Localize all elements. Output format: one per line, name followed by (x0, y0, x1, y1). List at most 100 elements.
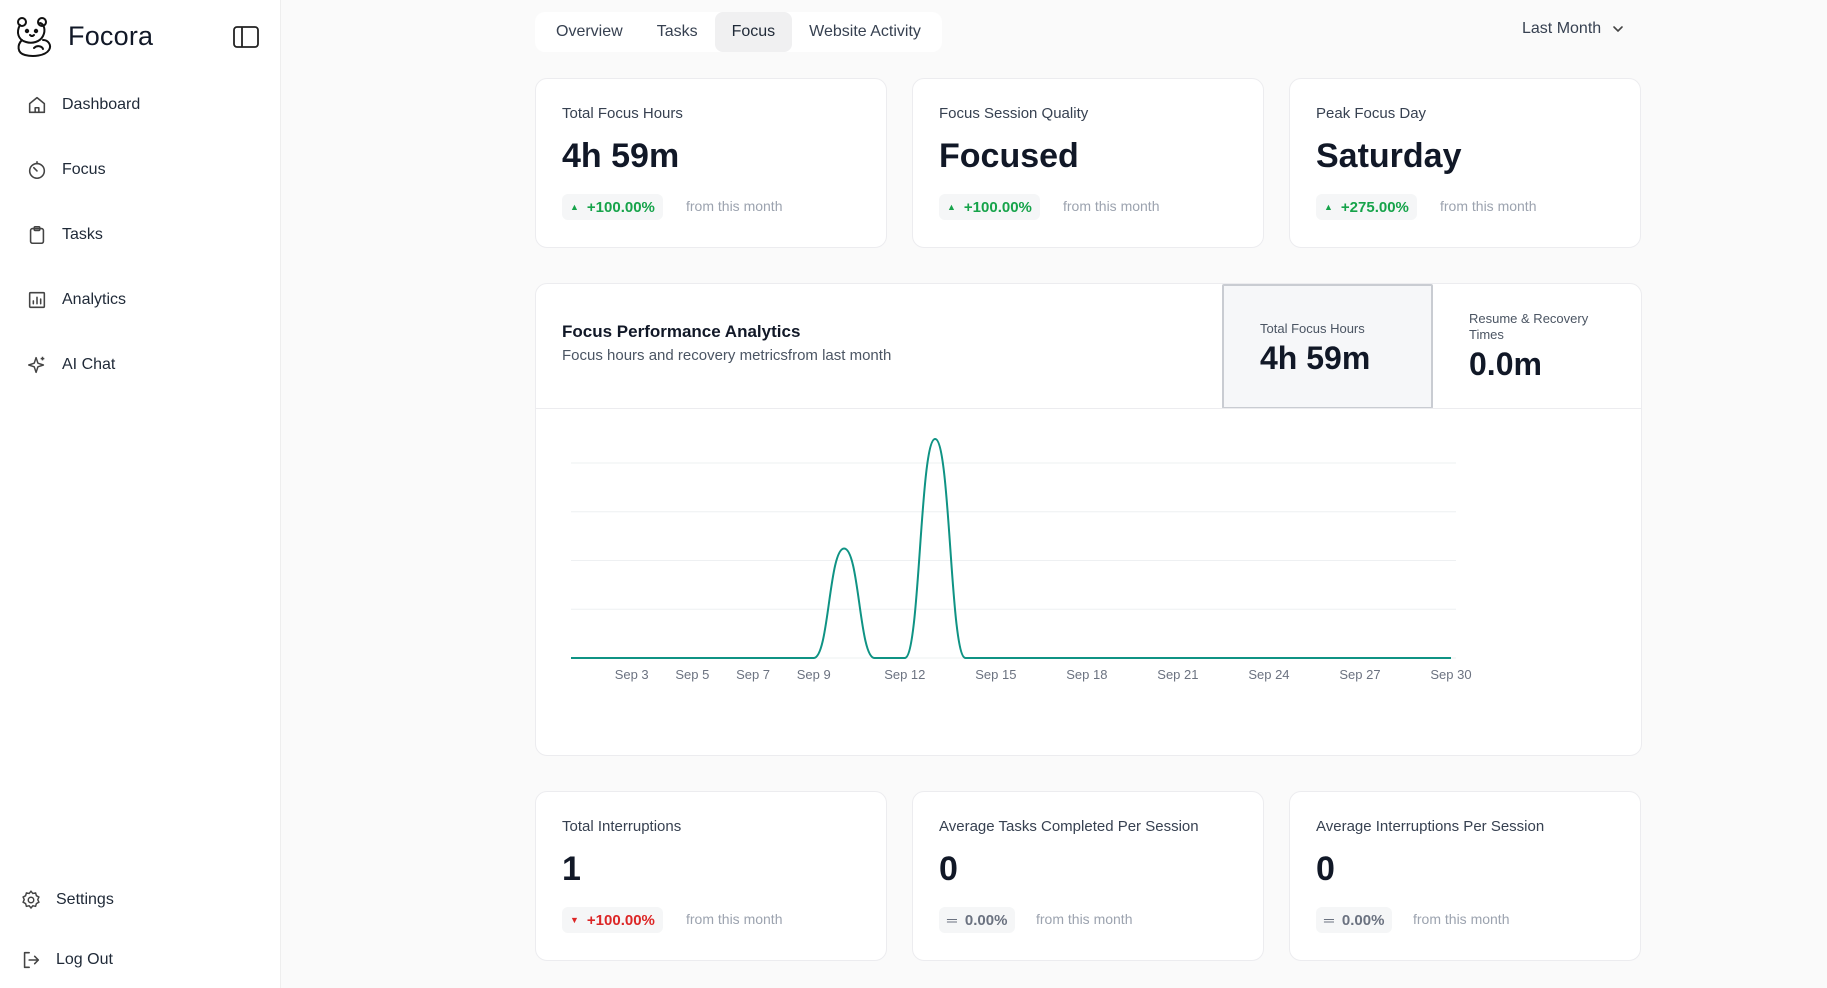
home-icon (28, 96, 46, 114)
metric-value: 4h 59m (1260, 340, 1371, 376)
x-tick-label: Sep 27 (1339, 667, 1380, 682)
delta-value: 0.00% (964, 911, 1008, 929)
sidebar-item-label: Focus (62, 161, 106, 178)
arrow-up-icon: ▲ (947, 202, 956, 212)
brand[interactable]: Focora (12, 14, 153, 58)
x-tick-label: Sep 21 (1157, 667, 1198, 682)
stat-value: Focused (939, 137, 1079, 175)
tab-website-activity[interactable]: Website Activity (809, 23, 921, 40)
stat-card-avg-tasks-per-session: Average Tasks Completed Per Session 0 ═ 0… (912, 791, 1264, 961)
delta-note: from this month (1036, 911, 1133, 927)
panel-title: Focus Performance Analytics (562, 322, 801, 341)
x-tick-label: Sep 12 (884, 667, 925, 682)
x-tick-label: Sep 9 (797, 667, 831, 682)
metric-tab-resume-recovery[interactable]: Resume & Recovery Times 0.0m (1433, 284, 1641, 409)
sidebar: Focora Dashboard Focus Tasks Analytics A… (0, 0, 281, 988)
stat-label: Total Focus Hours (562, 105, 683, 122)
sidebar-toggle-button[interactable] (232, 24, 260, 50)
arrow-up-icon: ▲ (1324, 202, 1333, 212)
chevron-down-icon (1613, 26, 1623, 33)
focus-line-chart: Sep 3 Sep 5 Sep 7 Sep 9 Sep 12 Sep 15 Sep 18 Se… (571, 437, 1472, 682)
x-tick-label: Sep 3 (615, 667, 649, 682)
stat-label: Average Tasks Completed Per Session (939, 818, 1199, 835)
sidebar-bottom-nav: Settings Log Out (20, 879, 260, 988)
stat-value: 1 (562, 850, 581, 888)
equals-icon: ═ (1324, 912, 1334, 928)
delta-value: 0.00% (1341, 911, 1385, 929)
sidebar-item-label: AI Chat (62, 356, 116, 373)
x-tick-label: Sep 15 (975, 667, 1016, 682)
sidebar-item-label: Settings (56, 891, 114, 908)
tab-overview[interactable]: Overview (556, 23, 623, 40)
app-name: Focora (68, 20, 154, 51)
sidebar-item-dashboard[interactable]: Dashboard (20, 84, 260, 126)
stat-card-peak-focus-day: Peak Focus Day Saturday ▲ +275.00% from t… (1289, 78, 1641, 248)
bear-logo-icon (17, 17, 52, 57)
delta-value: +100.00% (586, 911, 655, 929)
x-tick-label: Sep 7 (736, 667, 770, 682)
delta-note: from this month (1063, 198, 1160, 214)
stat-label: Average Interruptions Per Session (1316, 818, 1545, 835)
delta-badge: ═ 0.00% (939, 907, 1016, 933)
sidebar-item-settings[interactable]: Settings (20, 879, 260, 921)
delta-badge: ▼ +100.00% (562, 907, 663, 933)
sidebar-item-tasks[interactable]: Tasks (20, 214, 260, 256)
stat-value: Saturday (1316, 137, 1462, 175)
sidebar-panel-icon (233, 26, 259, 48)
stat-label: Total Interruptions (562, 818, 682, 835)
metric-value: 0.0m (1469, 346, 1542, 382)
sparkles-icon (28, 356, 45, 374)
delta-badge: ▲ +275.00% (1316, 194, 1417, 220)
x-tick-label: Sep 5 (675, 667, 709, 682)
metric-label: Total Focus Hours (1260, 321, 1365, 336)
metric-tab-total-focus-hours[interactable]: Total Focus Hours 4h 59m (1222, 284, 1433, 409)
logout-icon (23, 951, 40, 969)
sidebar-item-analytics[interactable]: Analytics (20, 279, 260, 321)
date-range-label: Last Month (1522, 20, 1602, 37)
delta-note: from this month (686, 911, 783, 927)
clipboard-icon (29, 225, 45, 245)
bar-chart-icon (28, 291, 46, 309)
sidebar-item-ai-chat[interactable]: AI Chat (20, 344, 260, 386)
x-tick-label: Sep 30 (1430, 667, 1471, 682)
delta-badge: ═ 0.00% (1316, 907, 1393, 933)
stat-value: 0 (1316, 850, 1335, 888)
delta-badge: ▲ +100.00% (939, 194, 1040, 220)
tab-tasks[interactable]: Tasks (656, 23, 698, 40)
sidebar-item-logout[interactable]: Log Out (20, 939, 260, 981)
arrow-down-icon: ▼ (570, 915, 579, 925)
delta-note: from this month (1440, 198, 1537, 214)
tab-focus[interactable]: Focus (714, 12, 793, 52)
delta-value: +275.00% (1340, 198, 1409, 216)
delta-value: +100.00% (586, 198, 655, 216)
sidebar-nav: Dashboard Focus Tasks Analytics AI Chat (20, 84, 260, 409)
stat-label: Peak Focus Day (1316, 105, 1427, 122)
metric-label: Resume & Recovery Times (1469, 311, 1589, 342)
delta-note: from this month (686, 198, 783, 214)
sidebar-item-focus[interactable]: Focus (20, 149, 260, 191)
stat-value: 4h 59m (562, 137, 680, 175)
focus-hours-series-line (571, 437, 1451, 659)
arrow-up-icon: ▲ (570, 202, 579, 212)
sidebar-item-label: Log Out (56, 951, 113, 968)
sidebar-item-label: Analytics (62, 291, 127, 308)
delta-note: from this month (1413, 911, 1510, 927)
divider (536, 408, 1641, 409)
x-tick-label: Sep 24 (1248, 667, 1289, 682)
date-range-select[interactable]: Last Month (1522, 20, 1625, 38)
gear-icon (22, 890, 40, 910)
timer-icon (28, 160, 46, 180)
view-tabs: Overview Tasks Focus Website Activity (535, 12, 942, 52)
delta-badge: ▲ +100.00% (562, 194, 663, 220)
stat-card-focus-session-quality: Focus Session Quality Focused ▲ +100.00% … (912, 78, 1264, 248)
stat-card-avg-interruptions-per-session: Average Interruptions Per Session 0 ═ 0.0… (1289, 791, 1641, 961)
focus-performance-panel: Focus Performance Analytics Focus hours … (535, 283, 1642, 756)
delta-value: +100.00% (963, 198, 1032, 216)
stat-card-total-interruptions: Total Interruptions 1 ▼ +100.00% from thi… (535, 791, 887, 961)
x-tick-label: Sep 18 (1066, 667, 1107, 682)
panel-subtitle: Focus hours and recovery metricsfrom las… (562, 347, 892, 364)
equals-icon: ═ (947, 912, 957, 928)
sidebar-item-label: Dashboard (62, 96, 141, 113)
stat-card-total-focus-hours: Total Focus Hours 4h 59m ▲ +100.00% from … (535, 78, 887, 248)
stat-value: 0 (939, 850, 958, 888)
